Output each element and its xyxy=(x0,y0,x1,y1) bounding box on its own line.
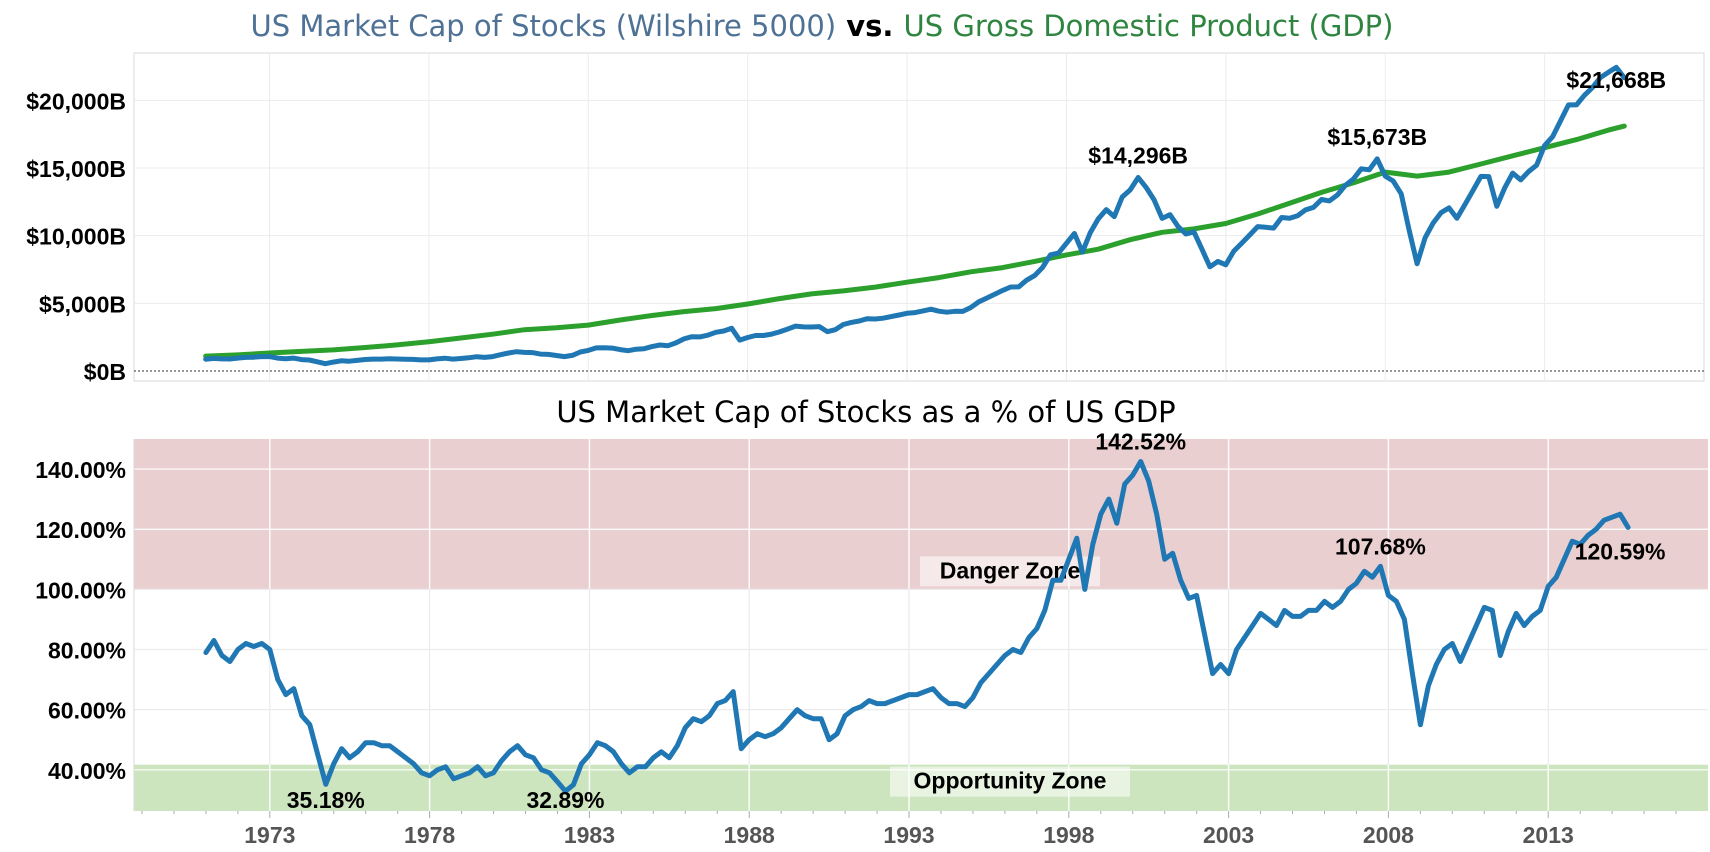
x-tick-label: 1988 xyxy=(724,822,775,848)
y-tick-label: 60.00% xyxy=(48,698,126,724)
bottom-chart: 40.00% 60.00% 80.00% 100.00% 120.00% 140.00% 1… xyxy=(35,428,1708,848)
y-tick-label: $10,000B xyxy=(26,224,126,250)
title-part-market-cap: US Market Cap of Stocks (Wilshire 5000) xyxy=(251,9,837,43)
top-chart-title: US Market Cap of Stocks (Wilshire 5000) … xyxy=(251,9,1394,43)
x-tick-label: 1978 xyxy=(404,822,455,848)
opportunity-zone-label: Opportunity Zone xyxy=(914,768,1107,794)
y-tick-label: $5,000B xyxy=(39,291,126,317)
x-tick-label: 1983 xyxy=(564,822,615,848)
plot-frame xyxy=(133,52,1705,382)
y-tick-label: $20,000B xyxy=(26,88,126,114)
x-tick-label: 2008 xyxy=(1363,822,1414,848)
data-label: 32.89% xyxy=(526,787,604,813)
market-cap-line xyxy=(203,64,1627,367)
y-tick-label: 100.00% xyxy=(35,577,126,603)
gdp-line xyxy=(203,123,1627,359)
data-label: 142.52% xyxy=(1095,428,1186,454)
data-label: $21,668B xyxy=(1566,67,1666,93)
x-tick-label: 2003 xyxy=(1203,822,1254,848)
y-tick-label: 80.00% xyxy=(48,638,126,664)
data-label: $15,673B xyxy=(1327,124,1427,150)
title-part-gdp: US Gross Domestic Product (GDP) xyxy=(904,9,1394,43)
zone-label-background xyxy=(890,766,1130,797)
y-tick-label: 140.00% xyxy=(35,457,126,483)
data-label: 120.59% xyxy=(1575,538,1666,564)
y-tick-label: 40.00% xyxy=(48,758,126,784)
top-chart: $0B $5,000B $10,000B $15,000B $20,000B $14,29… xyxy=(26,52,1705,385)
data-label: 35.18% xyxy=(287,787,365,813)
y-tick-label: 120.00% xyxy=(35,517,126,543)
x-tick-label: 2013 xyxy=(1523,822,1574,848)
x-tick-label: 1973 xyxy=(244,822,295,848)
ratio-line xyxy=(203,459,1631,794)
x-tick-label: 1998 xyxy=(1043,822,1094,848)
bottom-chart-title: US Market Cap of Stocks as a % of US GDP xyxy=(556,395,1175,429)
title-part-vs: vs. xyxy=(836,9,903,43)
data-label: $14,296B xyxy=(1088,143,1188,169)
data-label: 107.68% xyxy=(1335,533,1426,559)
y-tick-label: $15,000B xyxy=(26,156,126,182)
x-tick-label: 1993 xyxy=(883,822,934,848)
y-tick-label: $0B xyxy=(84,359,126,385)
